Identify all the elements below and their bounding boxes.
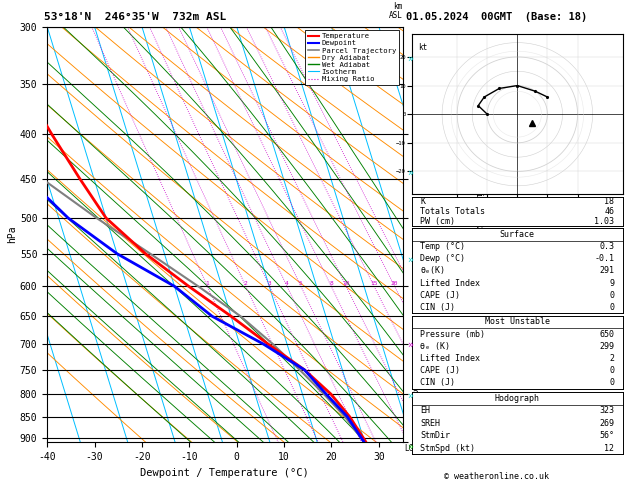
Text: Most Unstable: Most Unstable (485, 317, 550, 327)
Text: 12: 12 (604, 444, 615, 452)
Text: Pressure (mb): Pressure (mb) (420, 330, 486, 339)
Text: 20: 20 (391, 281, 398, 286)
Text: 9: 9 (610, 278, 615, 288)
Text: 0: 0 (610, 366, 615, 375)
Text: © weatheronline.co.uk: © weatheronline.co.uk (445, 472, 549, 481)
Text: 8: 8 (330, 281, 333, 286)
Legend: Temperature, Dewpoint, Parcel Trajectory, Dry Adiabat, Wet Adiabat, Isotherm, Mi: Temperature, Dewpoint, Parcel Trajectory… (305, 30, 399, 85)
Text: »: » (408, 391, 413, 401)
Text: Hodograph: Hodograph (495, 394, 540, 403)
Text: km
ASL: km ASL (389, 2, 403, 20)
Text: 2: 2 (244, 281, 248, 286)
Text: 46: 46 (604, 207, 615, 216)
Text: »: » (408, 255, 413, 265)
Text: StmDir: StmDir (420, 431, 450, 440)
Text: »: » (408, 53, 413, 63)
Y-axis label: Mixing Ratio (g/kg): Mixing Ratio (g/kg) (474, 187, 482, 282)
Text: 1.03: 1.03 (594, 217, 615, 226)
Text: 0: 0 (610, 303, 615, 312)
Text: 4: 4 (285, 281, 289, 286)
Text: CAPE (J): CAPE (J) (420, 366, 460, 375)
Y-axis label: hPa: hPa (7, 226, 17, 243)
Text: EH: EH (420, 406, 430, 416)
Text: 0: 0 (610, 378, 615, 387)
Text: 269: 269 (599, 419, 615, 428)
Text: 18: 18 (604, 197, 615, 206)
Text: 0: 0 (610, 291, 615, 300)
Text: Temp (°C): Temp (°C) (420, 242, 465, 251)
Text: 56°: 56° (599, 431, 615, 440)
Text: »: » (408, 340, 413, 350)
Text: K: K (420, 197, 425, 206)
Text: 15: 15 (370, 281, 378, 286)
X-axis label: Dewpoint / Temperature (°C): Dewpoint / Temperature (°C) (140, 468, 309, 478)
Text: Surface: Surface (500, 230, 535, 239)
Text: 53°18'N  246°35'W  732m ASL: 53°18'N 246°35'W 732m ASL (44, 12, 226, 22)
Text: -0.1: -0.1 (594, 254, 615, 263)
Text: PW (cm): PW (cm) (420, 217, 455, 226)
Text: 3: 3 (267, 281, 271, 286)
Text: 291: 291 (599, 266, 615, 276)
Text: CAPE (J): CAPE (J) (420, 291, 460, 300)
Text: 2: 2 (610, 354, 615, 363)
Text: Lifted Index: Lifted Index (420, 278, 481, 288)
Text: SREH: SREH (420, 419, 440, 428)
Text: LCL: LCL (404, 444, 418, 453)
Text: Totals Totals: Totals Totals (420, 207, 486, 216)
Text: 0.3: 0.3 (599, 242, 615, 251)
Text: StmSpd (kt): StmSpd (kt) (420, 444, 476, 452)
Text: 650: 650 (599, 330, 615, 339)
Text: 5: 5 (299, 281, 303, 286)
Text: 323: 323 (599, 406, 615, 416)
Text: 299: 299 (599, 342, 615, 351)
Text: 01.05.2024  00GMT  (Base: 18): 01.05.2024 00GMT (Base: 18) (406, 12, 587, 22)
Text: θₑ(K): θₑ(K) (420, 266, 445, 276)
Text: »: » (408, 442, 413, 452)
Text: kt: kt (418, 43, 427, 52)
Text: θₑ (K): θₑ (K) (420, 342, 450, 351)
Text: Lifted Index: Lifted Index (420, 354, 481, 363)
Text: CIN (J): CIN (J) (420, 303, 455, 312)
Text: Dewp (°C): Dewp (°C) (420, 254, 465, 263)
Text: CIN (J): CIN (J) (420, 378, 455, 387)
Text: »: » (408, 168, 413, 177)
Text: 25: 25 (407, 281, 415, 286)
Text: 10: 10 (342, 281, 350, 286)
Text: 1: 1 (206, 281, 209, 286)
